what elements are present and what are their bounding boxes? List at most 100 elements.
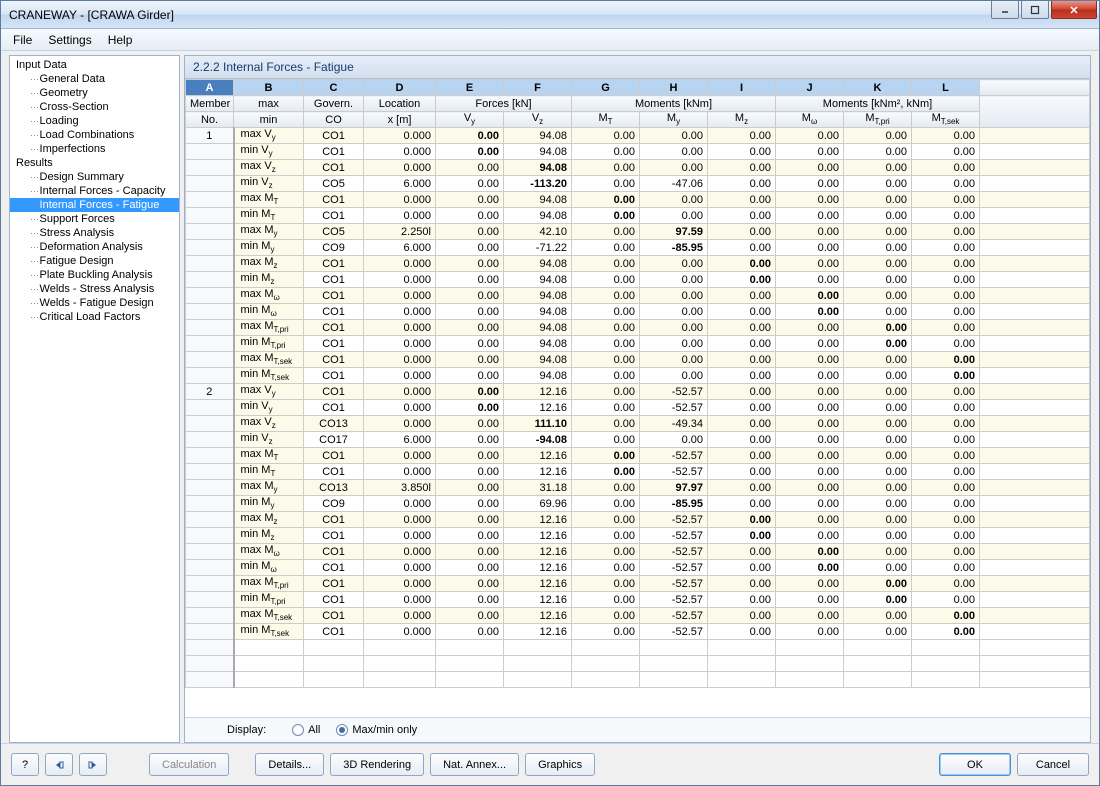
table-row[interactable]: min VyCO10.0000.0094.080.000.000.000.000…	[186, 144, 1090, 160]
tree-item[interactable]: Geometry	[10, 86, 179, 100]
tree-item[interactable]: Deformation Analysis	[10, 240, 179, 254]
col-alpha[interactable]: E	[436, 80, 504, 96]
cell-member	[186, 480, 234, 496]
table-row[interactable]: max MωCO10.0000.0012.160.00-52.570.000.0…	[186, 544, 1090, 560]
cell-mtpri: 0.00	[844, 144, 912, 160]
col-alpha[interactable]: C	[304, 80, 364, 96]
col-alpha[interactable]: K	[844, 80, 912, 96]
help-button[interactable]: ?	[11, 753, 39, 776]
cell-vy: 0.00	[436, 272, 504, 288]
menu-settings[interactable]: Settings	[40, 31, 99, 49]
menu-file[interactable]: File	[5, 31, 40, 49]
close-button[interactable]	[1051, 1, 1097, 19]
tree-item[interactable]: Critical Load Factors	[10, 310, 179, 324]
table-row[interactable]: min MT,sekCO10.0000.0094.080.000.000.000…	[186, 368, 1090, 384]
table-row[interactable]: min MzCO10.0000.0094.080.000.000.000.000…	[186, 272, 1090, 288]
tree-item[interactable]: Internal Forces - Fatigue	[10, 198, 179, 212]
table-row[interactable]: min VzCO56.0000.00-113.200.00-47.060.000…	[186, 176, 1090, 192]
tree-item[interactable]: Welds - Stress Analysis	[10, 282, 179, 296]
table-row[interactable]: min MyCO96.0000.00-71.220.00-85.950.000.…	[186, 240, 1090, 256]
tree-item[interactable]: Internal Forces - Capacity	[10, 184, 179, 198]
table-row[interactable]: max VzCO10.0000.0094.080.000.000.000.000…	[186, 160, 1090, 176]
cell-mw: 0.00	[776, 496, 844, 512]
tree-item[interactable]: Imperfections	[10, 142, 179, 156]
tree-item[interactable]: General Data	[10, 72, 179, 86]
nav-tree[interactable]: Input DataGeneral DataGeometryCross-Sect…	[9, 55, 180, 743]
cell-vy: 0.00	[436, 416, 504, 432]
table-row[interactable]: max MzCO10.0000.0012.160.00-52.570.000.0…	[186, 512, 1090, 528]
tree-item[interactable]: Welds - Fatigue Design	[10, 296, 179, 310]
table-row[interactable]: 2max VyCO10.0000.0012.160.00-52.570.000.…	[186, 384, 1090, 400]
col-alpha[interactable]: A	[186, 80, 234, 96]
rendering-button[interactable]: 3D Rendering	[330, 753, 424, 776]
tree-item[interactable]: Stress Analysis	[10, 226, 179, 240]
cell-mtpri: 0.00	[844, 448, 912, 464]
table-row[interactable]: min MωCO10.0000.0012.160.00-52.570.000.0…	[186, 560, 1090, 576]
table-row[interactable]: max MT,sekCO10.0000.0012.160.00-52.570.0…	[186, 608, 1090, 624]
table-row[interactable]: max MyCO52.250l0.0042.100.0097.590.000.0…	[186, 224, 1090, 240]
ok-button[interactable]: OK	[939, 753, 1011, 776]
table-row[interactable]: max MT,priCO10.0000.0012.160.00-52.570.0…	[186, 576, 1090, 592]
table-row[interactable]: max VzCO130.0000.00111.100.00-49.340.000…	[186, 416, 1090, 432]
col-alpha[interactable]: D	[364, 80, 436, 96]
col-alpha[interactable]: L	[912, 80, 980, 96]
cell-member	[186, 256, 234, 272]
tree-root[interactable]: Results	[10, 156, 179, 170]
tree-item[interactable]: Support Forces	[10, 212, 179, 226]
table-row[interactable]: max MωCO10.0000.0094.080.000.000.000.000…	[186, 288, 1090, 304]
table-row[interactable]: max MzCO10.0000.0094.080.000.000.000.000…	[186, 256, 1090, 272]
cell-mz: 0.00	[708, 192, 776, 208]
cell-my: -85.95	[640, 240, 708, 256]
cell-x: 0.000	[364, 496, 436, 512]
table-row[interactable]: min MTCO10.0000.0012.160.00-52.570.000.0…	[186, 464, 1090, 480]
tree-item[interactable]: Loading	[10, 114, 179, 128]
cell-co: CO5	[304, 224, 364, 240]
tree-root[interactable]: Input Data	[10, 58, 179, 72]
tree-item[interactable]: Design Summary	[10, 170, 179, 184]
cell-member	[186, 448, 234, 464]
table-row[interactable]: min MT,priCO10.0000.0094.080.000.000.000…	[186, 336, 1090, 352]
details-button[interactable]: Details...	[255, 753, 324, 776]
table-row[interactable]: min MT,sekCO10.0000.0012.160.00-52.570.0…	[186, 624, 1090, 640]
col-alpha[interactable]: G	[572, 80, 640, 96]
col-alpha[interactable]: I	[708, 80, 776, 96]
cell-co: CO9	[304, 496, 364, 512]
graphics-button[interactable]: Graphics	[525, 753, 595, 776]
table-row[interactable]: min MyCO90.0000.0069.960.00-85.950.000.0…	[186, 496, 1090, 512]
table-row[interactable]: 1max VyCO10.0000.0094.080.000.000.000.00…	[186, 128, 1090, 144]
table-row[interactable]: max MT,sekCO10.0000.0094.080.000.000.000…	[186, 352, 1090, 368]
calculation-button[interactable]: Calculation	[149, 753, 229, 776]
table-row[interactable]: max MTCO10.0000.0094.080.000.000.000.000…	[186, 192, 1090, 208]
table-row[interactable]: min VzCO176.0000.00-94.080.000.000.000.0…	[186, 432, 1090, 448]
col-alpha[interactable]: F	[504, 80, 572, 96]
cancel-button[interactable]: Cancel	[1017, 753, 1089, 776]
col-alpha[interactable]: H	[640, 80, 708, 96]
grid-scroll[interactable]: ABCDEFGHIJKLMembermaxGovern.LocationForc…	[185, 79, 1090, 717]
table-row[interactable]: min MT,priCO10.0000.0012.160.00-52.570.0…	[186, 592, 1090, 608]
tree-item[interactable]: Fatigue Design	[10, 254, 179, 268]
tree-item[interactable]: Cross-Section	[10, 100, 179, 114]
cell-mz: 0.00	[708, 416, 776, 432]
table-row[interactable]: max MTCO10.0000.0012.160.00-52.570.000.0…	[186, 448, 1090, 464]
table-row[interactable]: max MT,priCO10.0000.0094.080.000.000.000…	[186, 320, 1090, 336]
table-row[interactable]: min VyCO10.0000.0012.160.00-52.570.000.0…	[186, 400, 1090, 416]
table-row[interactable]: min MωCO10.0000.0094.080.000.000.000.000…	[186, 304, 1090, 320]
cell-mtsek: 0.00	[912, 336, 980, 352]
table-row[interactable]: min MTCO10.0000.0094.080.000.000.000.000…	[186, 208, 1090, 224]
menu-help[interactable]: Help	[100, 31, 141, 49]
maximize-button[interactable]	[1021, 1, 1049, 19]
cell-mtsek: 0.00	[912, 208, 980, 224]
radio-all[interactable]: All	[292, 724, 320, 736]
table-row[interactable]: min MzCO10.0000.0012.160.00-52.570.000.0…	[186, 528, 1090, 544]
annex-button[interactable]: Nat. Annex...	[430, 753, 519, 776]
prev-button[interactable]	[45, 753, 73, 776]
col-alpha[interactable]: B	[234, 80, 304, 96]
tree-item[interactable]: Plate Buckling Analysis	[10, 268, 179, 282]
next-button[interactable]	[79, 753, 107, 776]
display-label: Display:	[227, 724, 266, 736]
table-row[interactable]: max MyCO133.850l0.0031.180.0097.970.000.…	[186, 480, 1090, 496]
minimize-button[interactable]	[991, 1, 1019, 19]
tree-item[interactable]: Load Combinations	[10, 128, 179, 142]
radio-maxmin[interactable]: Max/min only	[336, 724, 417, 736]
col-alpha[interactable]: J	[776, 80, 844, 96]
